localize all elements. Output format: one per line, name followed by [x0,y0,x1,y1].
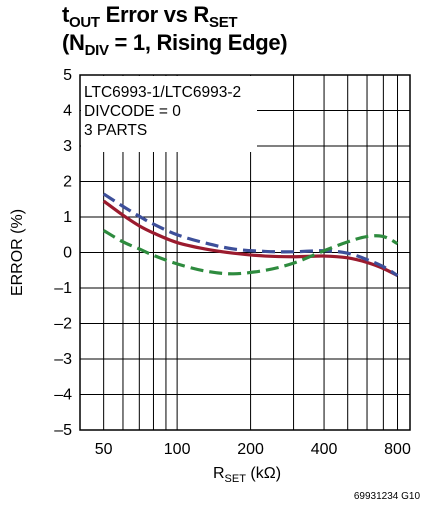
x-tick-label: 800 [384,441,411,458]
figure-id: 69931234 G10 [353,491,420,502]
x-tick-label: 100 [164,441,191,458]
y-tick-labels: 5 4 3 2 1 0 –1 –2 –3 –4 –5 [54,67,72,439]
y-tick-label: –4 [54,387,72,404]
x-tick-label: 200 [237,441,264,458]
x-axis-label: RSET (kΩ) [213,465,281,485]
series-line-1 [102,199,399,278]
annotation-line: LTC6993-1/LTC6993-2 [84,84,241,101]
annotation-box [81,76,257,152]
y-axis-label: ERROR (%) [9,209,26,296]
y-tick-label: –1 [54,280,72,297]
x-tick-labels: 50 100 200 400 800 [95,441,411,458]
y-tick-label: 1 [63,209,72,226]
y-tick-label: –3 [54,351,72,368]
series-line-2 [102,192,399,277]
annotation-line: DIVCODE = 0 [84,103,181,120]
series-layer [102,192,399,278]
x-tick-label: 400 [311,441,338,458]
y-tick-label: 2 [63,174,72,191]
y-tick-label: –2 [54,316,72,333]
x-tick-label: 50 [95,441,113,458]
annotation: LTC6993-1/LTC6993-2 DIVCODE = 0 3 PARTS [84,84,241,139]
annotation-line: 3 PARTS [84,122,147,139]
chart-title-line-1: tOUT Error vs RSET [62,2,238,31]
plot-frame [79,74,411,431]
series-line-3 [102,229,399,276]
y-tick-label: 5 [63,67,72,84]
y-tick-label: –5 [54,422,72,439]
y-tick-label: 3 [63,138,72,155]
chart-title-line-2: (NDIV = 1, Rising Edge) [62,30,288,59]
y-tick-label: 0 [63,245,72,262]
y-tick-label: 4 [63,103,72,120]
